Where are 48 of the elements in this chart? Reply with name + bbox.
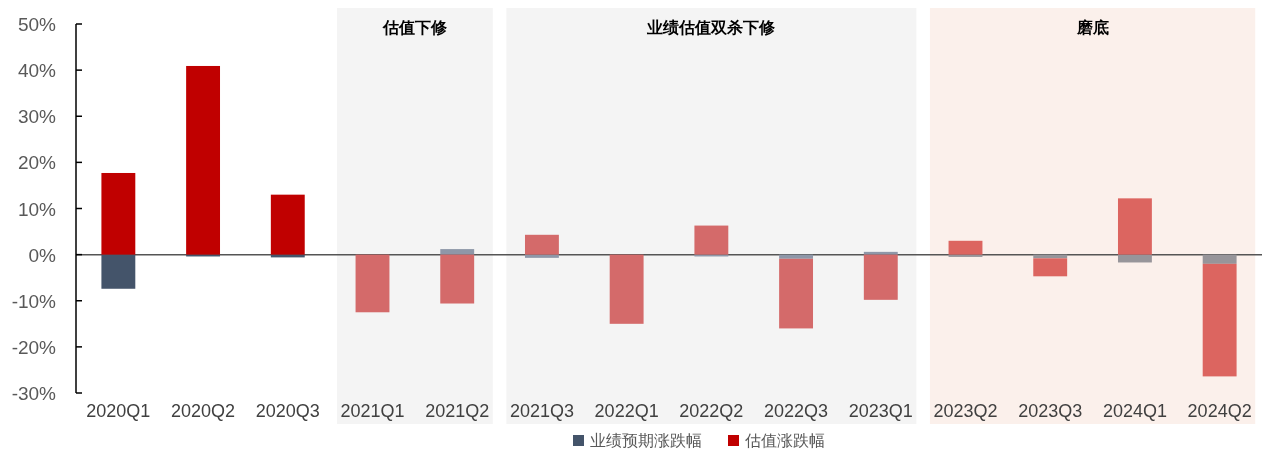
bar: [270, 194, 305, 255]
bar: [440, 254, 475, 304]
bar: [863, 251, 898, 255]
x-tick-label: 2023Q2: [933, 401, 998, 421]
y-tick-label: 10%: [17, 198, 57, 220]
bar: [186, 65, 221, 255]
x-tick-label: 2023Q3: [1018, 401, 1083, 421]
bar: [948, 240, 983, 255]
bar: [101, 254, 136, 289]
x-tick-label: 2024Q1: [1102, 401, 1167, 421]
bar: [779, 258, 814, 329]
x-tick-label: 2020Q1: [86, 401, 151, 421]
x-tick-label: 2021Q2: [425, 401, 490, 421]
bar: [694, 225, 729, 255]
bar: [440, 249, 475, 255]
x-tick-label: 2023Q1: [848, 401, 913, 421]
bar: [779, 254, 814, 259]
x-tick-label: 2021Q3: [509, 401, 574, 421]
bar: [355, 254, 390, 313]
y-tick-label: 0%: [28, 244, 57, 266]
y-tick-label: -10%: [11, 290, 57, 312]
bar: [1202, 263, 1237, 377]
y-tick-label: -30%: [11, 383, 57, 404]
x-tick-label: 2024Q2: [1187, 401, 1252, 421]
bar: [1033, 258, 1068, 277]
band-label: 业绩估值双杀下修: [646, 18, 777, 37]
legend-label: 业绩预期涨跌幅: [590, 432, 702, 449]
y-tick-label: 40%: [17, 60, 57, 82]
x-tick-label: 2020Q3: [255, 401, 320, 421]
bar: [101, 172, 136, 255]
bar: [609, 254, 644, 324]
y-tick-label: 20%: [17, 152, 57, 174]
x-tick-label: 2022Q1: [594, 401, 659, 421]
x-tick-label: 2022Q3: [764, 401, 829, 421]
bar: [524, 254, 559, 258]
bar: [1202, 254, 1237, 264]
band-label: 估值下修: [381, 18, 448, 37]
y-tick-label: 50%: [17, 14, 57, 35]
bar: [863, 254, 898, 300]
y-tick-label: 30%: [17, 106, 57, 128]
band-label: 磨底: [1075, 18, 1109, 37]
legend-label: 估值涨跌幅: [744, 432, 825, 449]
x-tick-label: 2021Q1: [340, 401, 405, 421]
y-tick-label: -20%: [11, 336, 57, 358]
bar: [1117, 198, 1152, 255]
bar: [524, 234, 559, 255]
x-tick-label: 2020Q2: [171, 401, 236, 421]
x-tick-label: 2022Q2: [679, 401, 744, 421]
